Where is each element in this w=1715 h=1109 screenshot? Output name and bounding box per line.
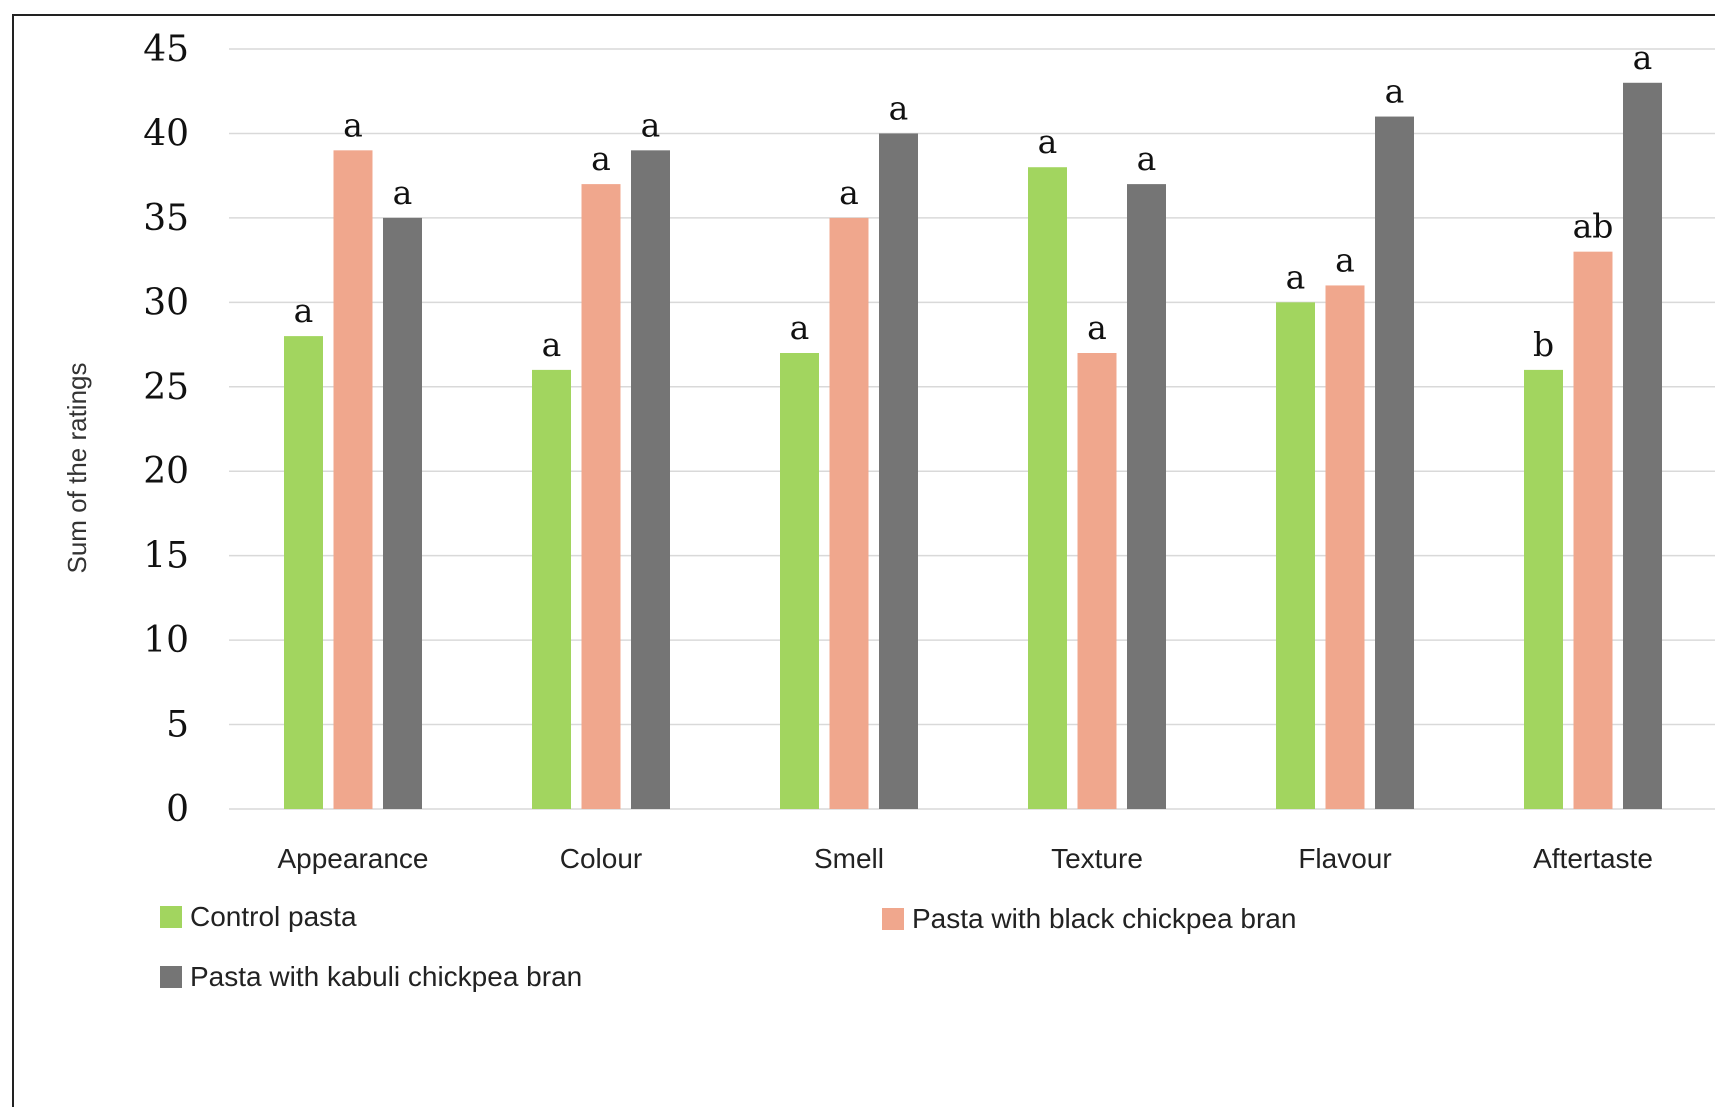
y-tick-label: 40 [143,113,189,154]
bar [879,133,918,809]
bar [1325,285,1365,809]
bar [383,217,422,809]
bar-significance-letter: a [591,139,611,178]
y-tick-label: 45 [143,29,189,70]
bar [1077,353,1117,809]
chart-frame: 0 5 10 15 20 25 30 35 40 45 a a a a a a a a a a a a a a a b ab a A… [12,14,1715,1107]
legend-label-control-pasta: Control pasta [190,901,357,932]
bar [1524,369,1563,809]
x-category-label: Texture [1051,843,1143,874]
bar-significance-letter: a [790,308,810,347]
bar-significance-letter: a [393,173,413,212]
x-category-label: Aftertaste [1533,843,1653,874]
legend-label-black-chickpea: Pasta with black chickpea bran [912,903,1297,934]
bars [284,82,1662,810]
x-category-label: Smell [814,843,884,874]
bar [1127,184,1166,810]
y-axis-ticks: 0 5 10 15 20 25 30 35 40 45 [143,29,189,830]
bar-significance-letter: a [1633,38,1653,77]
x-category-label: Colour [560,843,642,874]
y-axis-label: Sum of the ratings [62,363,92,574]
bar-significance-letter: a [294,291,314,330]
bar-significance-letter: a [343,105,363,144]
y-tick-label: 5 [166,705,189,746]
bar-significance-letter: a [1038,122,1058,161]
legend-swatch-kabuli-chickpea [160,966,182,988]
y-tick-label: 30 [143,282,189,323]
bar [1375,116,1414,810]
bar-significance-letter: a [1286,257,1306,296]
bar-significance-letter: a [1137,139,1157,178]
legend-label-kabuli-chickpea: Pasta with kabuli chickpea bran [190,961,583,992]
bar [780,353,819,809]
bar [532,369,571,809]
bar [829,217,869,809]
y-tick-label: 25 [143,367,189,408]
legend-swatch-control-pasta [160,906,182,928]
y-tick-label: 0 [166,789,189,830]
y-tick-label: 10 [143,620,189,661]
y-tick-label: 15 [143,536,189,577]
bar-significance-letter: a [1335,240,1355,279]
bar [284,336,323,809]
bar [1276,302,1315,809]
bar-significance-letter: a [839,173,859,212]
bar [1573,251,1613,809]
legend-item-black-chickpea: Pasta with black chickpea bran [882,903,1296,935]
bar-significance-letter: a [641,105,661,144]
x-category-label: Flavour [1298,843,1391,874]
bar-significance-letter: ab [1573,207,1614,246]
bar [581,184,621,810]
legend-item-kabuli-chickpea: Pasta with kabuli chickpea bran [160,961,582,993]
x-axis-categories: Appearance Colour Smell Texture Flavour After… [277,843,1652,874]
gridlines [229,48,1715,810]
y-tick-label: 35 [143,198,189,239]
bar [631,150,670,810]
x-category-label: Appearance [277,843,428,874]
bar [1028,167,1067,809]
legend-item-control-pasta: Control pasta [160,901,357,933]
bar-significance-letter: a [889,88,909,127]
legend-swatch-black-chickpea [882,908,904,930]
bar-significance-letter: a [1087,308,1107,347]
bar [333,150,373,810]
bar [1623,82,1662,810]
bar-significance-letter: a [1385,72,1405,111]
bar-significance-letter: a [542,325,562,364]
y-tick-label: 20 [143,451,189,492]
bar-significance-letter: b [1533,325,1554,364]
